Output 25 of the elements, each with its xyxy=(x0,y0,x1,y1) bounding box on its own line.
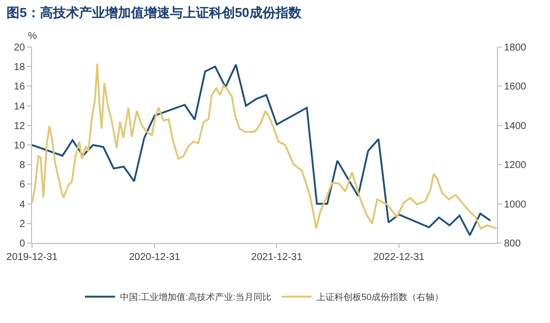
y2-tick-label: 1400 xyxy=(504,120,527,132)
y-tick-label: 12 xyxy=(14,120,26,132)
y2-tick-label: 1800 xyxy=(504,42,527,54)
x-tick-label: 2021-12-31 xyxy=(251,252,303,263)
chart-title: 图5：高技术产业增加值增速与上证科创50成份指数 xyxy=(6,5,302,20)
y2-tick-label: 1600 xyxy=(504,82,527,93)
y2-tick-label: 1200 xyxy=(504,160,527,172)
y-tick-label: 14 xyxy=(14,101,26,112)
y2-tick-label: 1000 xyxy=(504,199,527,210)
legend-label: 上证科创板50成份指数（右轴） xyxy=(316,292,444,302)
x-tick-label: 2020-12-31 xyxy=(128,252,181,263)
y-tick-label: 18 xyxy=(14,62,26,74)
y-tick-label: 6 xyxy=(19,180,26,191)
y-tick-label: 0 xyxy=(19,238,26,250)
x-tick-label: 2022-12-31 xyxy=(373,252,425,263)
y-tick-label: 10 xyxy=(14,140,26,152)
y-tick-label: 16 xyxy=(14,82,26,93)
x-tick-label: 2019-12-31 xyxy=(6,252,58,263)
y-tick-label: 8 xyxy=(19,160,26,172)
legend-label: 中国:工业增加值:高技术产业:当月同比 xyxy=(120,292,272,302)
y-tick-label: 4 xyxy=(19,199,26,210)
y2-tick-label: 800 xyxy=(504,238,522,250)
y-tick-label: 20 xyxy=(14,42,26,54)
y-axis-title: % xyxy=(28,31,37,42)
y-tick-label: 2 xyxy=(19,218,26,230)
